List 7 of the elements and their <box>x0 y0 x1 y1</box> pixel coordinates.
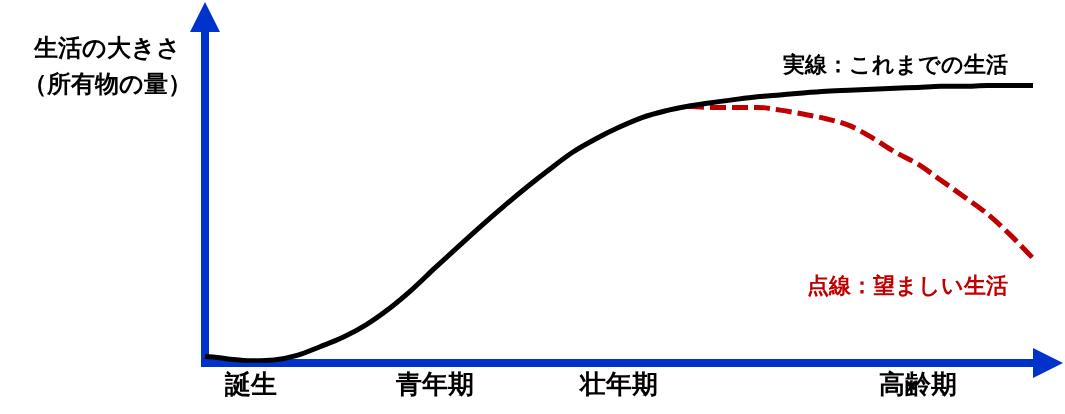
x-tick-label: 高齢期 <box>879 369 957 400</box>
x-tick-label: 壮年期 <box>578 369 658 400</box>
y-axis-title: 生活の大きさ（所有物の量） <box>22 33 193 100</box>
series-label: 点線：望ましい生活 <box>807 272 1008 298</box>
x-tick-label: 誕生 <box>224 369 277 400</box>
x-tick-label: 青年期 <box>395 369 474 400</box>
series-label: 実線：これまでの生活 <box>782 52 1008 78</box>
